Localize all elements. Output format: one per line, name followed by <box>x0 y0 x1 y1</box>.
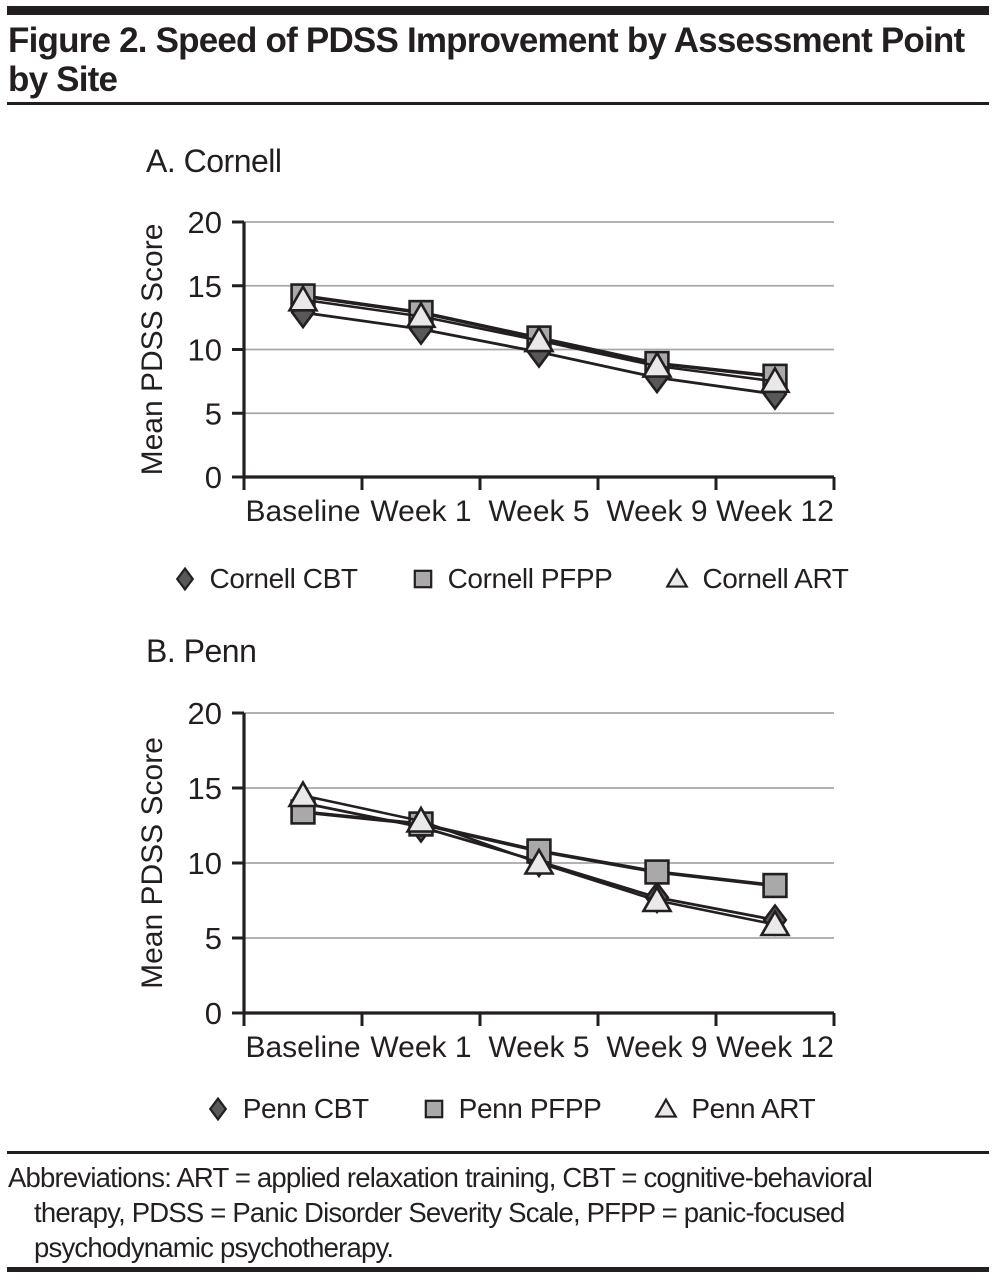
triangle-marker <box>759 365 791 394</box>
triangle-legend-icon <box>654 1097 679 1118</box>
triangle-marker <box>759 908 791 937</box>
abbreviations-line-3: psychodynamic psychotherapy. <box>34 1232 394 1263</box>
x-category-label: Baseline <box>245 1031 360 1064</box>
title-divider-rule <box>7 102 989 105</box>
triangle-marker <box>405 300 437 329</box>
y-axis-title: Mean PDSS Score <box>136 737 169 989</box>
legend-item-penn-art: Penn ART <box>653 1093 816 1125</box>
y-tick-label: 10 <box>188 846 222 881</box>
square-marker <box>644 859 670 885</box>
y-tick-label: 15 <box>188 269 222 304</box>
y-tick-label: 0 <box>205 460 222 495</box>
triangle-marker <box>287 284 319 312</box>
y-tick-label: 15 <box>188 771 222 806</box>
triangle-marker <box>665 567 690 588</box>
series-cornell-cbt <box>290 295 788 411</box>
x-category-label: Week 12 <box>716 1031 834 1064</box>
legend-label: Cornell CBT <box>209 563 358 594</box>
abbreviations-line-2: therapy, PDSS = Panic Disorder Severity … <box>34 1197 845 1228</box>
legend-item-cornell-pfpp: Cornell PFPP <box>410 563 613 595</box>
a-cornell-chart: 0 5 10 15 20 Baseline Week 1 Week 5 Week 9 Week 1… <box>136 205 836 528</box>
abbreviations-note: Abbreviations: ART = applied relaxation … <box>8 1160 992 1265</box>
figure-title: Figure 2. Speed of PDSS Improvement by A… <box>8 21 992 99</box>
x-category-label: Week 1 <box>370 495 471 528</box>
diamond-legend-icon <box>208 1096 227 1122</box>
legend-item-cornell-art: Cornell ART <box>664 563 849 595</box>
x-category-label: Week 5 <box>488 495 589 528</box>
diamond-marker <box>208 1096 227 1122</box>
x-category-label: Week 5 <box>488 1031 589 1064</box>
triangle-marker <box>523 847 555 875</box>
y-tick-label: 0 <box>205 996 222 1031</box>
y-tick-label: 5 <box>205 396 222 431</box>
diamond-legend-icon <box>175 566 194 592</box>
x-category-label: Baseline <box>245 495 360 528</box>
y-tick-label: 20 <box>188 696 222 731</box>
legend-label: Penn ART <box>691 1093 816 1124</box>
legend-label: Cornell PFPP <box>447 563 613 594</box>
x-category-label: Week 12 <box>716 495 834 528</box>
triangle-marker <box>287 779 319 808</box>
triangle-legend-icon <box>665 567 690 588</box>
x-category-label: Week 1 <box>370 1031 471 1064</box>
y-tick-label: 20 <box>188 205 222 240</box>
series-cornell-art <box>287 284 791 394</box>
legend-label: Penn PFPP <box>458 1093 602 1124</box>
legend-item-penn-cbt: Penn CBT <box>205 1093 369 1125</box>
legend-label: Cornell ART <box>702 563 849 594</box>
y-tick-label: 10 <box>188 333 222 368</box>
triangle-marker <box>405 805 437 833</box>
figure-title-line-1: Figure 2. Speed of PDSS Improvement by A… <box>8 21 965 60</box>
triangle-marker <box>641 884 673 913</box>
legend-item-cornell-cbt: Cornell CBT <box>172 563 358 595</box>
square-marker <box>413 569 432 589</box>
square-marker <box>424 1099 443 1119</box>
x-category-label: Week 9 <box>606 495 707 528</box>
footer-bottom-rule <box>7 1267 989 1272</box>
abbreviations-line-1: Abbreviations: ART = applied relaxation … <box>8 1162 873 1193</box>
diamond-marker <box>175 566 194 592</box>
panel-b-label: B. Penn <box>146 633 257 669</box>
legend-item-penn-pfpp: Penn PFPP <box>421 1093 602 1125</box>
figure-title-line-2: by Site <box>8 60 118 99</box>
triangle-marker <box>523 324 555 353</box>
panel-a-label: A. Cornell <box>146 143 282 179</box>
legend-label: Penn CBT <box>242 1093 369 1124</box>
top-rule-thick <box>7 6 989 15</box>
footer-top-rule <box>7 1151 989 1154</box>
b-penn-chart: 0 5 10 15 20 Baseline Week 1 Week 5 Week 9 Week 1… <box>136 696 836 1064</box>
square-legend-icon <box>424 1099 443 1119</box>
triangle-marker <box>641 350 673 378</box>
series-penn-art <box>287 779 791 937</box>
x-category-label: Week 9 <box>606 1031 707 1064</box>
y-tick-label: 5 <box>205 921 222 956</box>
square-marker <box>762 872 788 899</box>
square-legend-icon <box>413 569 432 589</box>
cornell-legend: Cornell CBT Cornell PFPP Cornell ART <box>110 563 910 595</box>
penn-legend: Penn CBT Penn PFPP Penn ART <box>110 1093 910 1125</box>
triangle-marker <box>654 1097 679 1118</box>
y-axis-title: Mean PDSS Score <box>136 224 169 476</box>
